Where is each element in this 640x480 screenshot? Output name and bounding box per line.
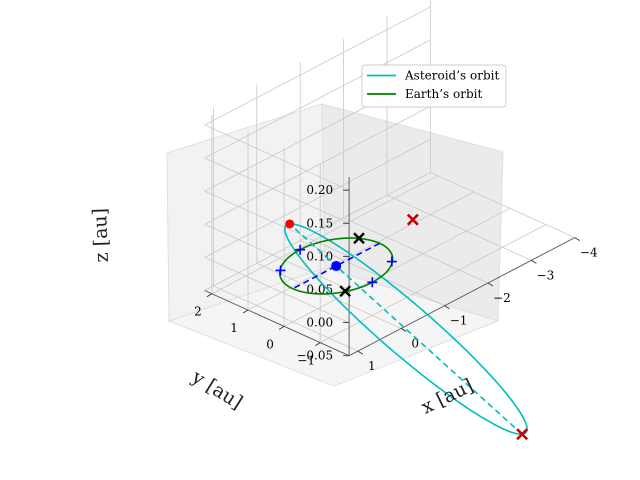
grid-z-right <box>204 6 431 126</box>
node-cross-marker <box>353 232 365 245</box>
y-tick-label: 1 <box>230 321 238 335</box>
x-tick-label: 1 <box>368 359 376 373</box>
z-axis-label: z [au] <box>89 208 113 263</box>
y-axis-line <box>204 290 350 357</box>
x-tick-label: −2 <box>493 291 511 305</box>
x-tick-mark <box>487 282 494 287</box>
grid-z-left <box>204 157 350 224</box>
x-axis-label: x [au] <box>418 375 477 419</box>
z-tick-label: 0.10 <box>306 249 333 263</box>
asteroid-position-dot <box>285 219 295 229</box>
grid-x-floor <box>343 217 489 284</box>
data-layer <box>275 213 528 441</box>
grid-z-right <box>204 172 431 291</box>
earth-dashed-line <box>292 242 380 290</box>
grid-y-floor <box>283 207 510 327</box>
legend: Asteroid’s orbit Earth’s orbit <box>361 64 507 108</box>
grid-x-floor <box>386 194 532 261</box>
x-tick-label: −4 <box>580 246 598 260</box>
y-tick-mark <box>314 342 321 347</box>
x-tick-mark <box>574 237 581 242</box>
y-axis-label: y [au] <box>187 365 246 413</box>
grid-z-left <box>204 190 350 257</box>
plus-marker <box>295 244 306 255</box>
grid-z-left <box>204 223 350 290</box>
plus-marker <box>275 265 286 276</box>
axes <box>204 176 581 357</box>
y-tick-label: 2 <box>194 305 202 319</box>
grid-z-left <box>204 124 350 191</box>
x-tick-mark <box>400 328 407 332</box>
x-tick-label: 0 <box>411 336 419 350</box>
x-tick-mark <box>531 259 537 264</box>
grid-y-floor <box>211 175 438 295</box>
aphelion-cross-marker-red <box>516 428 528 441</box>
grid-y-floor <box>320 224 547 343</box>
grid-z-right <box>204 138 431 258</box>
y-tick-mark <box>206 293 213 298</box>
z-tick-label: 0.15 <box>306 216 333 230</box>
x-tick-mark <box>444 305 450 310</box>
y-tick-label: 0 <box>266 337 274 351</box>
grid-x-floor <box>213 285 358 352</box>
grid-x-floor <box>430 172 575 239</box>
legend-asteroid-label: Asteroid’s orbit <box>404 69 499 83</box>
z-tick-label: 0.00 <box>306 316 333 330</box>
sun-dot <box>331 261 342 271</box>
z-tick-label: 0.20 <box>306 183 333 197</box>
cross-marker-red <box>407 213 419 226</box>
plus-marker <box>367 277 378 288</box>
y-tick-label: −1 <box>297 354 315 368</box>
node-cross-marker <box>339 285 352 298</box>
z-tick-label: −0.05 <box>296 349 333 363</box>
legend-earth-label: Earth’s orbit <box>405 87 482 101</box>
grid-z-right <box>204 39 431 159</box>
y-tick-mark <box>242 309 249 314</box>
grid-y-floor <box>247 191 474 311</box>
grid-z-right <box>204 105 431 225</box>
x-axis-line <box>348 237 575 357</box>
x-tick-label: −1 <box>450 314 468 328</box>
y-tick-mark <box>278 325 285 330</box>
grid-x-floor <box>300 240 445 307</box>
grid-z-left <box>204 257 350 323</box>
asteroid-apsidal-line <box>289 223 523 435</box>
grid <box>204 0 575 357</box>
plus-marker <box>386 256 397 267</box>
legend-box <box>361 64 507 108</box>
x-tick-label: −3 <box>537 268 555 282</box>
x-tick-mark <box>357 350 364 355</box>
floor-pane <box>167 267 500 387</box>
